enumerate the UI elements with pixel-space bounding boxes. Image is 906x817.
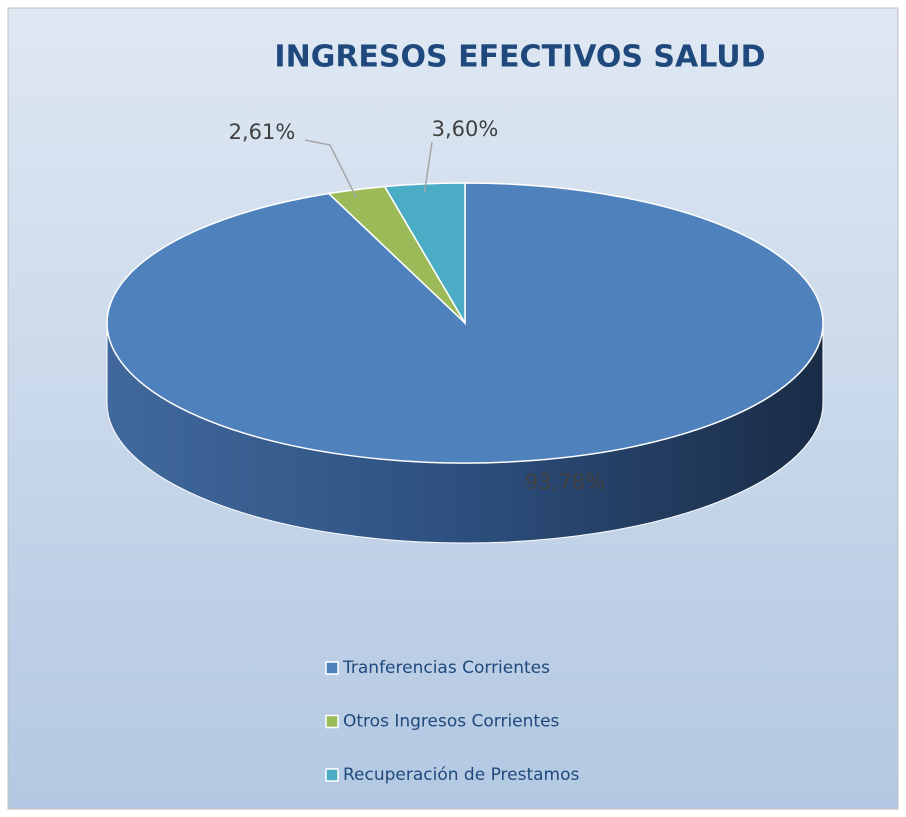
legend-swatch — [325, 768, 339, 782]
data-label: 3,60% — [432, 117, 499, 141]
slice — [106, 182, 824, 464]
legend-label: Recuperación de Prestamos — [343, 765, 580, 785]
chart-title: INGRESOS EFECTIVOS SALUD — [274, 40, 765, 75]
leader-line — [423, 141, 433, 193]
slice — [383, 182, 466, 326]
legend-swatch — [325, 661, 339, 675]
data-label: 2,61% — [229, 120, 296, 144]
legend-label: Otros Ingresos Corrientes — [343, 712, 560, 732]
leader-line — [304, 139, 358, 198]
data-label: 93,78% — [525, 470, 605, 494]
legend-swatch — [325, 714, 339, 729]
legend-label: Tranferencias Corrientes — [342, 658, 550, 678]
